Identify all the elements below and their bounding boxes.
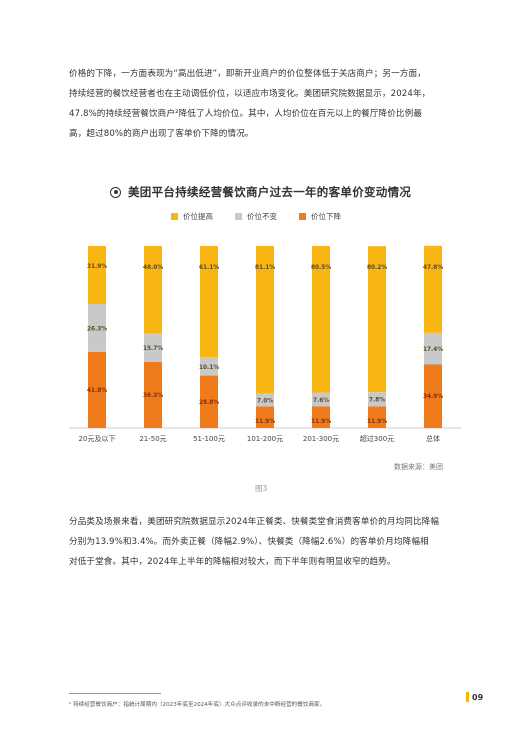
bar-segment xyxy=(256,406,274,428)
stacked-bar-chart: 41.8% 26.3% 31.9% 20元及以下 36.3% 15.7% 48.0% 21-5… xyxy=(69,245,461,443)
legend-label: 价位提高 xyxy=(183,212,213,221)
data-label: 47.8% xyxy=(423,265,443,271)
data-label: 36.3% xyxy=(143,393,163,399)
bar-segment xyxy=(424,364,442,428)
paragraph-line: 高，超过80%的商户出现了客单价下降的情况。 xyxy=(69,129,254,139)
bar-segment xyxy=(312,392,330,407)
target-icon xyxy=(110,186,121,198)
chart-title: 美团平台持续经营餐饮商户过去一年的客单价变动情况 xyxy=(128,185,412,199)
bar-segment xyxy=(424,332,442,365)
legend-item-down: 价位下降 xyxy=(299,211,341,222)
page-number: 09 xyxy=(466,692,483,702)
data-label: 34.9% xyxy=(423,394,443,400)
x-tick-label: 超过300元 xyxy=(360,434,394,443)
bar-segment xyxy=(88,351,106,428)
legend-swatch xyxy=(235,213,242,220)
data-label: 48.0% xyxy=(143,265,163,271)
bar-segment xyxy=(88,246,106,305)
bar-segment xyxy=(368,406,386,428)
data-label: 7.6% xyxy=(313,398,329,404)
data-label: 41.8% xyxy=(87,388,107,394)
data-label: 31.9% xyxy=(87,264,107,270)
chart-title-row: 美团平台持续经营餐饮商户过去一年的客单价变动情况 xyxy=(110,184,411,200)
data-label: 15.7% xyxy=(143,346,163,352)
data-label: 80.2% xyxy=(367,265,387,271)
data-label: 11.9% xyxy=(367,419,387,425)
legend-label: 价位下降 xyxy=(311,212,341,221)
bar-segment xyxy=(424,245,442,333)
data-label: 10.1% xyxy=(199,365,219,371)
footnote: ² 持续经营餐饮商户：指统计周期内（2023年底至2024年底）大众点评收录的未… xyxy=(69,702,326,708)
data-label: 26.3% xyxy=(87,326,107,332)
data-label: 11.9% xyxy=(311,419,331,425)
intro-paragraph: 价格的下降，一方面表现为“高出低进”，即新开业商户的价位整体低于关店商户；另一方… xyxy=(69,64,461,144)
body-paragraph: 分品类及场景来看，美团研究院数据显示2024年正餐类、快餐类堂食消费客单价的月均… xyxy=(69,512,461,572)
x-tick-label: 总体 xyxy=(426,434,440,443)
chart-source: 数据来源：美团 xyxy=(394,463,443,471)
bar-segment xyxy=(312,246,330,393)
bar-segment xyxy=(88,304,106,352)
bar-segment xyxy=(256,393,274,407)
x-tick-label: 201-300元 xyxy=(303,435,339,443)
data-label: 28.8% xyxy=(199,400,219,406)
data-label: 7.0% xyxy=(257,398,273,404)
chart-legend: 价位提高 价位不变 价位下降 xyxy=(171,211,363,222)
bar-segment xyxy=(144,361,162,428)
legend-item-same: 价位不变 xyxy=(235,211,277,222)
x-tick-label: 20元及以下 xyxy=(79,435,116,443)
bar-segment xyxy=(200,246,218,358)
data-label: 11.9% xyxy=(255,419,275,425)
x-tick-label: 51-100元 xyxy=(193,435,225,443)
legend-swatch xyxy=(299,213,306,220)
data-label: 81.1% xyxy=(255,265,275,271)
data-label: 61.1% xyxy=(199,265,219,271)
paragraph-line: 价格的下降，一方面表现为“高出低进”，即新开业商户的价位整体低于关店商户；另一方… xyxy=(69,69,426,79)
bar-segment xyxy=(368,246,386,393)
legend-swatch xyxy=(171,213,178,220)
paragraph-line: 持续经营的餐饮经营者也在主动调低价位，以适应市场变化。美团研究院数据显示，202… xyxy=(69,89,431,99)
bar-segment xyxy=(144,333,162,362)
paragraph-line: 47.8%的持续经营餐饮商户²降低了人均价位。其中，人均价位在百元以上的餐厅降价… xyxy=(69,109,423,119)
data-label: 17.4% xyxy=(423,347,443,353)
page-number-text: 09 xyxy=(472,692,484,702)
bar-segment xyxy=(200,357,218,376)
page-number-accent xyxy=(466,692,469,702)
legend-item-up: 价位提高 xyxy=(171,211,213,222)
bar-segment xyxy=(144,246,162,334)
paragraph-line: 分品类及场景来看，美团研究院数据显示2024年正餐类、快餐类堂食消费客单价的月均… xyxy=(69,517,440,527)
bar-segment xyxy=(368,392,386,407)
bar-segment xyxy=(312,406,330,428)
x-tick-label: 101-200元 xyxy=(247,435,283,443)
figure-caption: 图3 xyxy=(255,484,268,493)
data-label: 80.5% xyxy=(311,265,331,271)
legend-label: 价位不变 xyxy=(247,212,277,221)
paragraph-line: 分别为13.9%和3.4%。而外卖正餐（降幅2.9%）、快餐类（降幅2.6%）的… xyxy=(69,537,429,547)
bar-segment xyxy=(200,375,218,428)
data-label: 7.8% xyxy=(369,398,385,404)
x-tick-label: 21-50元 xyxy=(139,435,166,443)
paragraph-line: 对低于堂食。其中，2024年上半年的降幅相对较大，而下半年则有明显收窄的趋势。 xyxy=(69,557,396,567)
footnote-divider xyxy=(69,693,161,694)
bar-segment xyxy=(256,246,274,394)
